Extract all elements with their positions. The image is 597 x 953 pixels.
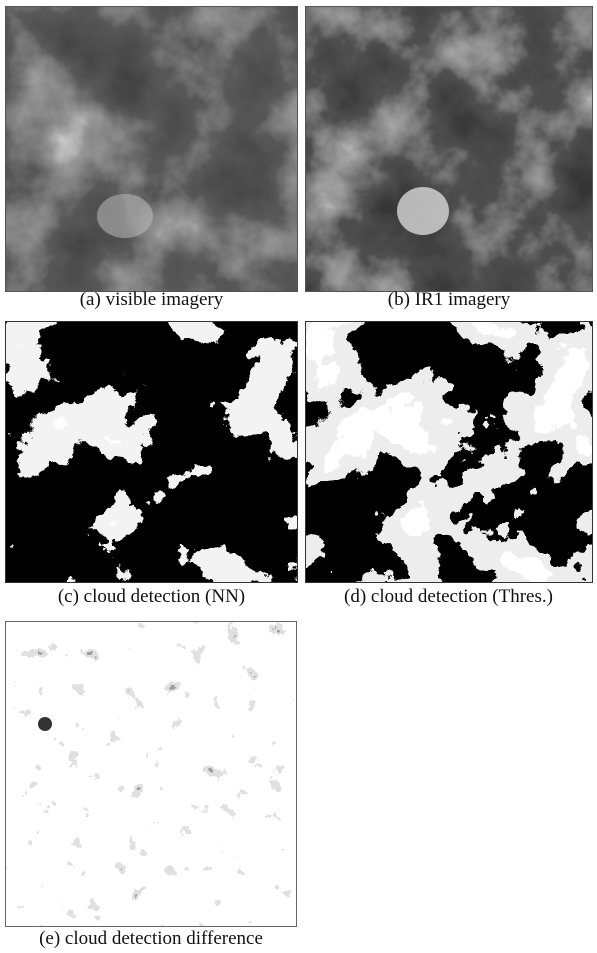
caption: (a) visible imagery [5,289,298,311]
difference-image [5,621,297,927]
figure-page: {"panels": [ {"caption": "(a) visible im… [0,0,597,953]
threshold-detection-image [305,321,593,583]
ir-image [305,6,593,292]
caption: (e) cloud detection difference [2,928,300,950]
caption: (b) IR1 imagery [305,289,593,311]
caption: (d) cloud detection (Thres.) [300,586,597,608]
dark-spot [38,717,52,731]
caption: (c) cloud detection (NN) [5,586,298,608]
nn-detection-image [5,321,298,583]
typhoon-cloud [97,194,153,238]
typhoon-cloud [397,187,449,235]
visible-image [5,6,298,292]
